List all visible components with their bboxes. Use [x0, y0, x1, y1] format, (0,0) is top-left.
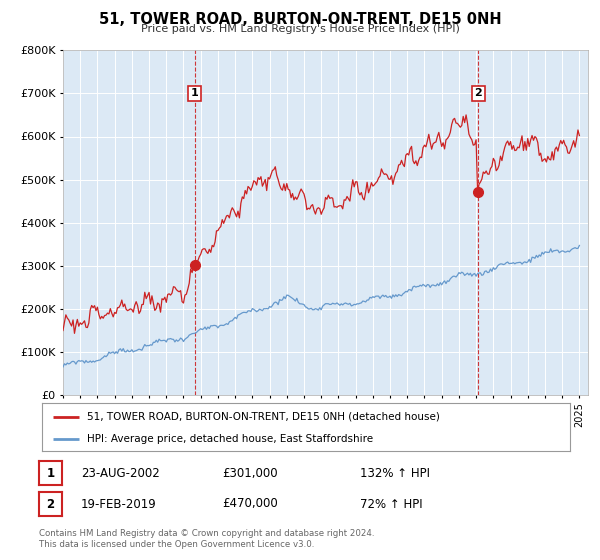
Text: 23-AUG-2002: 23-AUG-2002: [81, 466, 160, 480]
Text: 1: 1: [46, 466, 55, 480]
Text: 1: 1: [191, 88, 199, 99]
Text: 51, TOWER ROAD, BURTON-ON-TRENT, DE15 0NH (detached house): 51, TOWER ROAD, BURTON-ON-TRENT, DE15 0N…: [87, 412, 440, 422]
Text: £470,000: £470,000: [222, 497, 278, 511]
Text: Price paid vs. HM Land Registry's House Price Index (HPI): Price paid vs. HM Land Registry's House …: [140, 24, 460, 34]
Text: 19-FEB-2019: 19-FEB-2019: [81, 497, 157, 511]
Text: 132% ↑ HPI: 132% ↑ HPI: [360, 466, 430, 480]
Text: 72% ↑ HPI: 72% ↑ HPI: [360, 497, 422, 511]
Text: Contains HM Land Registry data © Crown copyright and database right 2024.: Contains HM Land Registry data © Crown c…: [39, 529, 374, 538]
Text: 51, TOWER ROAD, BURTON-ON-TRENT, DE15 0NH: 51, TOWER ROAD, BURTON-ON-TRENT, DE15 0N…: [98, 12, 502, 27]
Text: £301,000: £301,000: [222, 466, 278, 480]
Text: This data is licensed under the Open Government Licence v3.0.: This data is licensed under the Open Gov…: [39, 540, 314, 549]
Text: 2: 2: [46, 497, 55, 511]
Text: HPI: Average price, detached house, East Staffordshire: HPI: Average price, detached house, East…: [87, 434, 373, 444]
Text: 2: 2: [475, 88, 482, 99]
